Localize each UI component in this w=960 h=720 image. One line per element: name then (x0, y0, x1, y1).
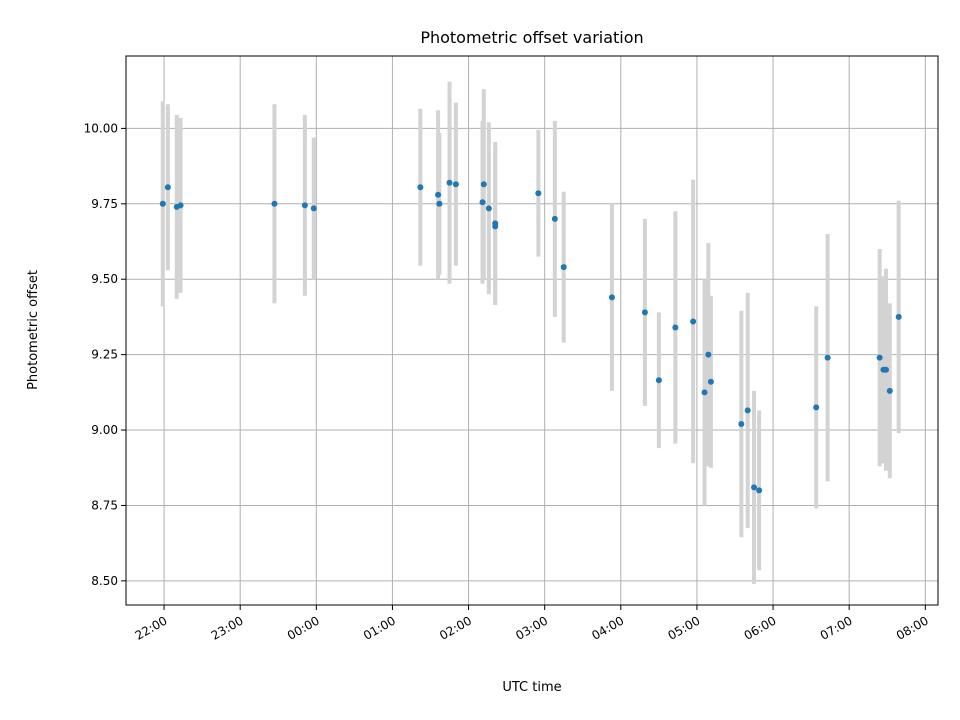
data-point (480, 181, 487, 188)
data-point (159, 200, 166, 207)
y-tick-label: 9.75 (91, 197, 118, 211)
data-point (551, 215, 558, 222)
grid (126, 56, 938, 605)
data-point (707, 378, 714, 385)
data-point (485, 205, 492, 212)
y-axis-label: Photometric offset (26, 270, 41, 390)
data-point (479, 199, 486, 206)
data-point (751, 484, 758, 491)
y-tick-label: 9.00 (91, 423, 118, 437)
y-tick-label: 9.25 (91, 348, 118, 362)
data-point (824, 354, 831, 361)
y-tick-label: 10.00 (84, 121, 118, 135)
data-point (310, 205, 317, 212)
chart-title: Photometric offset variation (420, 28, 643, 47)
data-point (177, 202, 184, 209)
data-point (560, 264, 567, 271)
x-axis-label: UTC time (502, 680, 561, 695)
data-point (655, 377, 662, 384)
y-tick-label: 9.50 (91, 272, 118, 286)
data-point (756, 487, 763, 494)
data-point (882, 366, 889, 373)
plot-frame (125, 55, 939, 606)
data-point (895, 313, 902, 320)
data-point (452, 181, 459, 188)
data-point (744, 407, 751, 414)
y-tick-label: 8.75 (91, 498, 118, 512)
data-point (164, 184, 171, 191)
data-point (492, 223, 499, 230)
y-tick-label: 8.50 (91, 574, 118, 588)
data-point (886, 387, 893, 394)
data-points (159, 179, 902, 494)
data-point (435, 191, 442, 198)
data-point (417, 184, 424, 191)
data-point (301, 202, 308, 209)
data-point (876, 354, 883, 361)
data-point (738, 421, 745, 428)
data-point (608, 294, 615, 301)
y-axis-ticks: 8.50 8.75 9.00 9.25 9.50 9.75 10.00 (84, 121, 126, 588)
data-point (672, 324, 679, 331)
data-point (641, 309, 648, 316)
data-point (705, 351, 712, 358)
data-point (446, 179, 453, 186)
data-point (701, 389, 708, 396)
data-point (271, 200, 278, 207)
data-point (535, 190, 542, 197)
data-point (813, 404, 820, 411)
data-point (436, 200, 443, 207)
data-point (690, 318, 697, 325)
